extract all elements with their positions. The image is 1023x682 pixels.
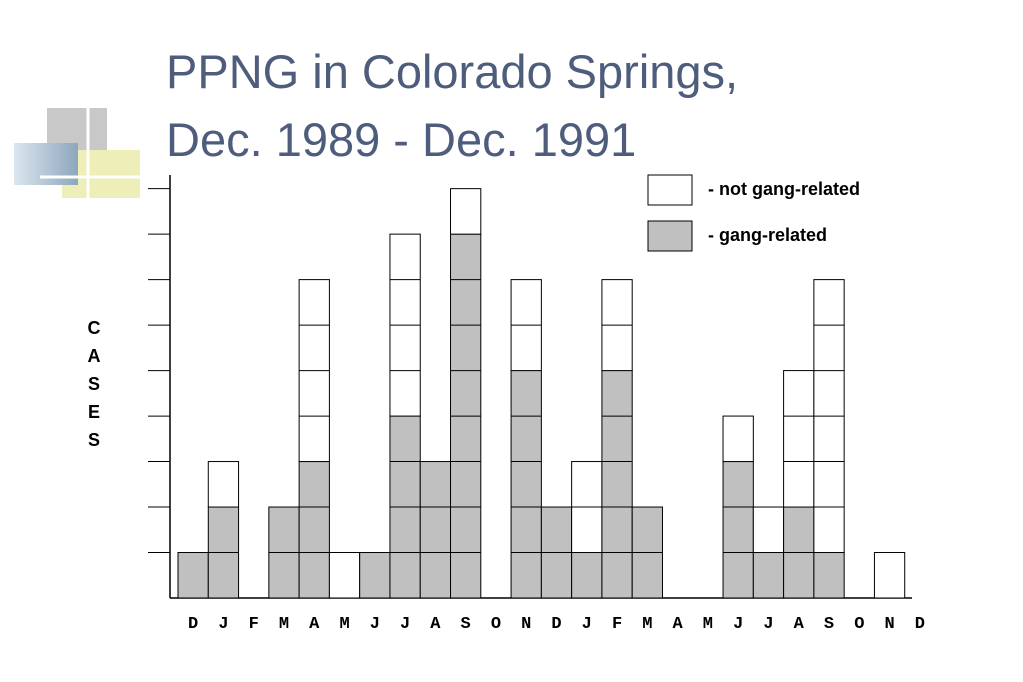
x-tick-label: J (400, 615, 410, 634)
legend-swatch (647, 220, 693, 252)
x-tick-label: D (188, 615, 198, 634)
y-axis-label: CASES (84, 318, 104, 458)
bar-segment (783, 370, 815, 508)
bar-segment (722, 415, 754, 463)
x-tick-label: D (551, 615, 561, 634)
bar-segment (450, 188, 482, 235)
x-tick-label: J (218, 615, 228, 634)
bar-segment (873, 552, 906, 599)
x-tick-label: M (339, 615, 349, 634)
x-tick-label: A (794, 615, 805, 634)
bar-segment (207, 461, 240, 508)
x-tick-label: A (430, 615, 441, 634)
x-tick-label: J (763, 615, 773, 634)
x-tick-label: J (370, 615, 380, 634)
legend-label: - not gang-related (708, 179, 860, 199)
decoration (14, 100, 150, 200)
x-tick-label: S (824, 615, 834, 634)
x-tick-label: J (733, 615, 743, 634)
x-tick-label: D (915, 615, 925, 634)
x-tick-label: M (642, 615, 652, 634)
bar-segment (752, 552, 785, 599)
x-tick-label: A (673, 615, 684, 634)
chart-title: PPNG in Colorado Springs, (166, 45, 738, 98)
x-tick-label: O (491, 615, 501, 634)
bar-segment (177, 552, 209, 599)
bar-segment (752, 506, 785, 554)
x-tick-label: S (461, 615, 471, 634)
bar-segment (298, 461, 330, 599)
x-tick-label: F (249, 615, 259, 634)
x-tick-label: N (884, 615, 894, 634)
legend-swatch (647, 174, 693, 206)
x-tick-label: J (582, 615, 592, 634)
x-tick-label: M (703, 615, 713, 634)
x-tick-label: A (309, 615, 320, 634)
x-tick-label: N (521, 615, 531, 634)
x-tick-label: O (854, 615, 864, 634)
bar-segment (510, 370, 542, 599)
x-tick-label: M (279, 615, 289, 634)
x-tick-label: F (612, 615, 622, 634)
bar-segment (813, 552, 845, 599)
bar-segment (359, 552, 391, 599)
bar-segment (328, 552, 361, 599)
bar-segment (722, 461, 754, 599)
bar-segment (419, 461, 452, 599)
legend-label: - gang-related (708, 225, 827, 245)
chart-title: Dec. 1989 - Dec. 1991 (166, 113, 636, 166)
bar-segment (571, 552, 603, 599)
bar-segment (601, 370, 633, 599)
